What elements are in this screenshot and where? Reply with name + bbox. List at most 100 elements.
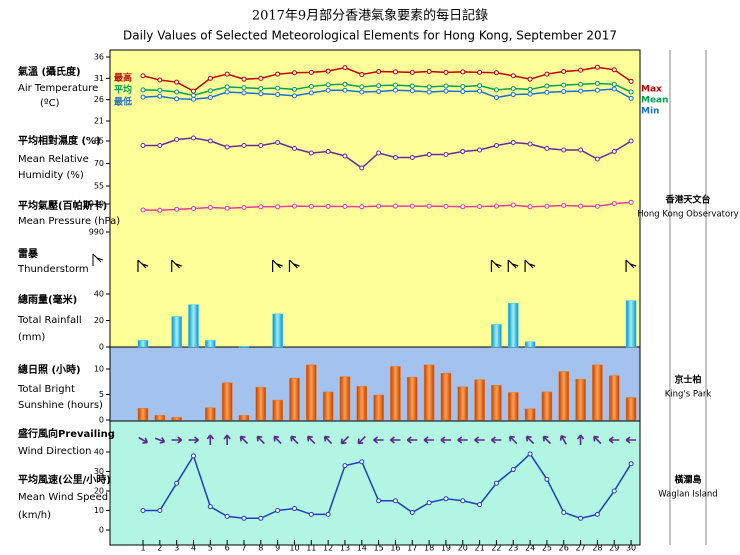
bar (238, 346, 250, 348)
bar (188, 304, 199, 348)
x-tick-label: 9 (275, 544, 280, 553)
point (628, 138, 634, 144)
label: Wind Direction (18, 446, 92, 457)
bar (255, 387, 267, 421)
wind-arrow (340, 435, 350, 445)
point (258, 204, 264, 210)
thunderstorm (507, 259, 519, 272)
point (376, 69, 382, 75)
x-tick-label: 6 (225, 544, 230, 553)
point (493, 203, 499, 209)
bar (625, 300, 637, 348)
bar (171, 417, 182, 421)
point (493, 87, 499, 93)
point (510, 467, 516, 473)
point (224, 144, 230, 150)
bar (491, 324, 502, 348)
point (594, 80, 600, 86)
point (527, 141, 533, 147)
point (426, 69, 432, 75)
point (443, 83, 449, 89)
point (594, 203, 600, 209)
point (224, 84, 230, 90)
point (544, 71, 550, 77)
label: (mm) (18, 332, 45, 343)
point (258, 143, 264, 148)
station: Hong Kong Observatory (637, 210, 738, 220)
point (157, 143, 163, 148)
point (241, 76, 247, 82)
point (426, 89, 432, 95)
x-tick-label: 1 (140, 544, 145, 553)
y-tick-label: 40 (94, 448, 104, 457)
label-zh: 盛行風向Prevailing (18, 427, 115, 440)
point (376, 150, 382, 156)
point (392, 82, 398, 88)
x-tick-label: 2 (157, 544, 162, 553)
point (477, 204, 483, 210)
bar (137, 340, 149, 348)
bar (575, 378, 586, 421)
point (611, 81, 617, 87)
point (325, 82, 331, 88)
point (409, 509, 415, 515)
point (578, 147, 584, 153)
thunderstorm (171, 259, 182, 272)
line (142, 82, 632, 97)
point (291, 146, 297, 151)
point (409, 83, 415, 89)
title: Daily Values of Selected Meteorological … (123, 29, 617, 43)
legend: Max (641, 85, 662, 95)
point (460, 498, 466, 504)
point (258, 75, 264, 81)
y-tick-label: 20 (94, 487, 104, 496)
point (275, 204, 281, 210)
bar (491, 385, 502, 421)
bar (205, 340, 216, 348)
wind-arrow (273, 435, 282, 445)
point (443, 203, 449, 209)
y-tick-label: 1010 (84, 200, 104, 209)
point (611, 67, 617, 73)
wind-arrow (474, 436, 485, 444)
y-tick-label: 40 (94, 290, 104, 299)
legend: Mean (641, 96, 669, 106)
point (291, 70, 297, 76)
point (628, 89, 634, 95)
wind-arrow (423, 436, 435, 444)
point (275, 140, 281, 145)
point (291, 203, 297, 209)
wind-arrow (373, 436, 384, 444)
label: Total Bright (17, 384, 75, 395)
point (140, 87, 146, 93)
x-tick-label: 21 (475, 544, 485, 553)
point (291, 506, 297, 512)
legend-zh: 最低 (114, 96, 132, 108)
bar (373, 394, 384, 421)
point (190, 88, 196, 94)
wind-arrow (625, 436, 637, 444)
bar (322, 391, 334, 421)
station-zh: 京士柏 (674, 374, 701, 386)
point (291, 86, 297, 92)
point (426, 84, 432, 90)
point (460, 204, 466, 210)
point (359, 89, 365, 95)
point (359, 71, 365, 77)
bar (154, 415, 166, 421)
x-tick-label: 5 (208, 544, 213, 553)
point (392, 87, 398, 93)
point (190, 96, 196, 102)
point (342, 153, 348, 159)
x-tick-label: 24 (525, 544, 535, 553)
y-tick-label: 990 (89, 228, 104, 237)
point (376, 83, 382, 89)
point (527, 204, 533, 210)
point (460, 69, 466, 75)
wind-arrow (525, 435, 535, 445)
point (308, 150, 314, 156)
thunderstorm (625, 259, 637, 272)
thunderstorm (288, 259, 300, 272)
bar (171, 316, 182, 348)
